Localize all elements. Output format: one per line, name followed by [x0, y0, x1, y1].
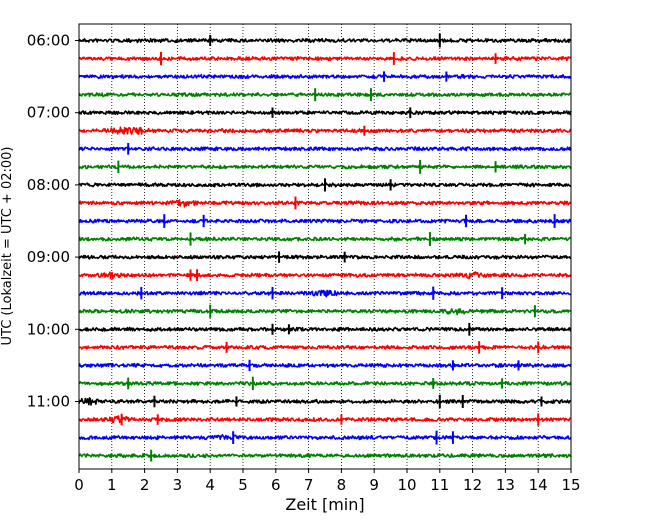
trace-line — [78, 326, 572, 332]
trace-1100 — [78, 394, 572, 409]
x-tick-label: 3 — [173, 476, 183, 494]
y-tick-label: 11:00 — [27, 393, 70, 411]
trace-line — [78, 199, 572, 208]
trace-line — [78, 73, 572, 80]
y-tick-label: 08:00 — [27, 176, 70, 194]
x-tick-label: 14 — [529, 476, 548, 494]
x-tick-label: 13 — [496, 476, 515, 494]
trace-line — [78, 236, 572, 242]
trace-line — [78, 92, 572, 98]
trace-line — [78, 126, 572, 135]
trace-0645 — [78, 88, 572, 102]
trace-0900 — [78, 251, 572, 263]
trace-0930 — [78, 286, 572, 300]
grid-lines — [111, 24, 539, 469]
trace-0845 — [78, 232, 572, 247]
plot-background — [79, 24, 571, 469]
trace-line — [78, 37, 572, 44]
y-axis-label: UTC (Lokalzeit = UTC + 02:00) — [0, 147, 15, 346]
trace-1115 — [78, 413, 572, 426]
trace-line — [78, 164, 572, 170]
plot-frame — [78, 23, 572, 470]
x-tick-label: 6 — [271, 476, 281, 494]
trace-line — [78, 344, 572, 350]
trace-0600 — [78, 33, 572, 48]
trace-0700 — [78, 107, 572, 119]
trace-line — [78, 218, 572, 224]
y-axis-ticks: 06:00 07:00 08:00 09:00 10:00 11:00 — [27, 32, 79, 411]
trace-line — [78, 397, 572, 406]
x-tick-label: 15 — [561, 476, 580, 494]
x-axis-ticks: 0 1 2 3 4 5 6 7 8 9 10 11 12 13 14 15 — [74, 469, 581, 494]
x-tick-label: 0 — [74, 476, 84, 494]
trace-1015 — [78, 341, 572, 354]
trace-line — [78, 415, 572, 424]
trace-line — [78, 362, 572, 369]
trace-0915 — [78, 269, 572, 282]
trace-1045 — [78, 376, 572, 391]
x-tick-label: 9 — [369, 476, 379, 494]
x-tick-label: 11 — [430, 476, 449, 494]
trace-line — [78, 434, 572, 441]
x-tick-label: 5 — [238, 476, 248, 494]
trace-line — [78, 308, 572, 316]
trace-1000 — [78, 322, 572, 336]
trace-1130 — [78, 430, 572, 445]
trace-1030 — [78, 359, 572, 372]
trace-line — [78, 254, 572, 260]
trace-line — [78, 110, 572, 116]
trace-0945 — [78, 304, 572, 318]
trace-line — [78, 289, 572, 298]
trace-line — [78, 271, 572, 280]
x-tick-label: 8 — [337, 476, 347, 494]
trace-0715 — [78, 125, 572, 136]
trace-line — [78, 146, 572, 152]
trace-0800 — [78, 178, 572, 192]
trace-0745 — [78, 159, 572, 174]
trace-0730 — [78, 142, 572, 155]
trace-line — [78, 380, 572, 387]
trace-0830 — [78, 214, 572, 228]
x-tick-label: 7 — [304, 476, 314, 494]
y-tick-label: 06:00 — [27, 32, 70, 50]
y-tick-label: 07:00 — [27, 104, 70, 122]
trace-0815 — [78, 196, 572, 210]
y-tick-label: 10:00 — [27, 320, 70, 338]
y-tick-label: 09:00 — [27, 248, 70, 266]
x-tick-label: 12 — [463, 476, 482, 494]
x-tick-label: 1 — [107, 476, 117, 494]
trace-0630 — [78, 71, 572, 82]
trace-1145 — [78, 449, 572, 462]
traces-group — [78, 33, 572, 462]
x-tick-label: 4 — [205, 476, 215, 494]
x-tick-label: 2 — [140, 476, 150, 494]
trace-0615 — [78, 51, 572, 66]
trace-line — [78, 453, 572, 459]
x-tick-label: 10 — [397, 476, 416, 494]
x-axis-label: Zeit [min] — [285, 495, 364, 514]
